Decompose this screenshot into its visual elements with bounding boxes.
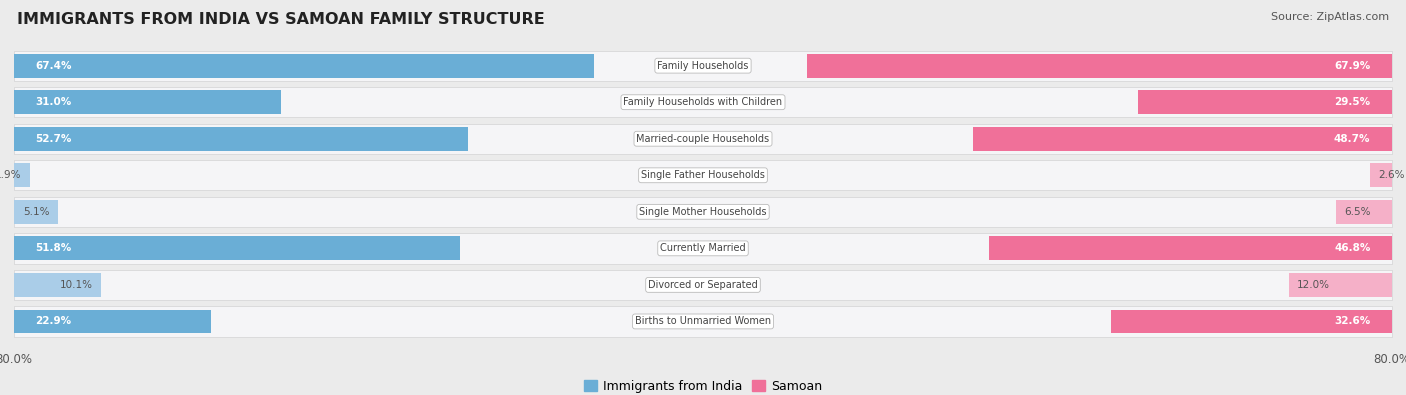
Text: 48.7%: 48.7% bbox=[1334, 134, 1371, 144]
Text: Births to Unmarried Women: Births to Unmarried Women bbox=[636, 316, 770, 326]
Legend: Immigrants from India, Samoan: Immigrants from India, Samoan bbox=[579, 375, 827, 395]
Bar bbox=[14, 127, 468, 150]
Text: 10.1%: 10.1% bbox=[59, 280, 93, 290]
Bar bbox=[1336, 200, 1392, 224]
Bar bbox=[14, 200, 58, 224]
Bar bbox=[1289, 273, 1392, 297]
Text: 52.7%: 52.7% bbox=[35, 134, 72, 144]
Bar bbox=[14, 124, 1392, 154]
Bar bbox=[1137, 90, 1392, 114]
Text: 46.8%: 46.8% bbox=[1334, 243, 1371, 253]
Text: 29.5%: 29.5% bbox=[1334, 97, 1371, 107]
Bar bbox=[14, 51, 1392, 81]
Bar bbox=[14, 197, 1392, 227]
Bar bbox=[14, 237, 460, 260]
Text: Currently Married: Currently Married bbox=[661, 243, 745, 253]
Bar bbox=[807, 54, 1392, 77]
Text: Single Mother Households: Single Mother Households bbox=[640, 207, 766, 217]
Text: 67.4%: 67.4% bbox=[35, 61, 72, 71]
Text: 6.5%: 6.5% bbox=[1344, 207, 1371, 217]
Text: Married-couple Households: Married-couple Households bbox=[637, 134, 769, 144]
Bar bbox=[988, 237, 1392, 260]
Bar bbox=[14, 54, 595, 77]
Bar bbox=[1111, 310, 1392, 333]
Bar bbox=[14, 310, 211, 333]
Text: 1.9%: 1.9% bbox=[0, 170, 22, 180]
Text: 22.9%: 22.9% bbox=[35, 316, 72, 326]
Bar bbox=[14, 270, 1392, 300]
Bar bbox=[1369, 164, 1392, 187]
Bar bbox=[14, 164, 31, 187]
Text: 67.9%: 67.9% bbox=[1334, 61, 1371, 71]
Text: 2.6%: 2.6% bbox=[1378, 170, 1405, 180]
Text: Single Father Households: Single Father Households bbox=[641, 170, 765, 180]
Bar bbox=[14, 233, 1392, 263]
Text: 31.0%: 31.0% bbox=[35, 97, 72, 107]
Text: Divorced or Separated: Divorced or Separated bbox=[648, 280, 758, 290]
Text: 32.6%: 32.6% bbox=[1334, 316, 1371, 326]
Bar bbox=[14, 87, 1392, 117]
Bar bbox=[14, 306, 1392, 337]
Text: Family Households with Children: Family Households with Children bbox=[623, 97, 783, 107]
Text: Source: ZipAtlas.com: Source: ZipAtlas.com bbox=[1271, 12, 1389, 22]
Bar bbox=[973, 127, 1392, 150]
Text: Family Households: Family Households bbox=[658, 61, 748, 71]
Text: 51.8%: 51.8% bbox=[35, 243, 72, 253]
Text: 12.0%: 12.0% bbox=[1298, 280, 1330, 290]
Text: 5.1%: 5.1% bbox=[22, 207, 49, 217]
Text: IMMIGRANTS FROM INDIA VS SAMOAN FAMILY STRUCTURE: IMMIGRANTS FROM INDIA VS SAMOAN FAMILY S… bbox=[17, 12, 544, 27]
Bar bbox=[14, 90, 281, 114]
Bar bbox=[14, 273, 101, 297]
Bar bbox=[14, 160, 1392, 190]
